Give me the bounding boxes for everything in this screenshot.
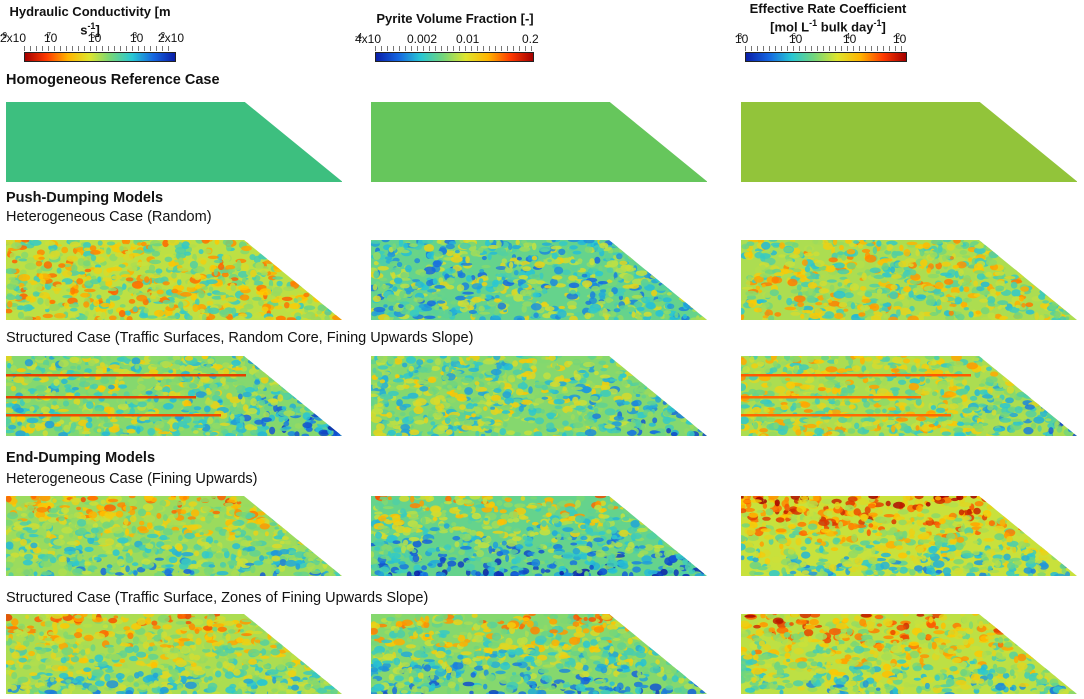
field-surface	[6, 102, 342, 182]
tick-label: 2x10 -9	[0, 31, 27, 45]
section-title-end-dumping: End-Dumping Models	[6, 450, 156, 466]
colorbar-title: Hydraulic Conductivity [m s-1]	[5, 4, 175, 38]
colorbar-title: Pyrite Volume Fraction [-]	[370, 12, 540, 26]
colorbar-gradient	[375, 52, 534, 62]
panel-push-structured-pyrite	[371, 356, 707, 436]
title-text: Hydraulic Conductivity [m s	[9, 4, 171, 38]
colorbar-minor-ticks	[375, 46, 532, 51]
case-title-push-heterogeneous: Heterogeneous Case (Random)	[6, 209, 212, 225]
colorbar-minor-ticks	[24, 46, 174, 51]
title-text: Pyrite Volume Fraction [-]	[376, 11, 534, 26]
tick-label: 10 -6	[789, 32, 803, 46]
tick-label: 10 -7	[44, 31, 58, 45]
colorbar-gradient	[745, 52, 907, 62]
tick-label: 4x10 -4	[355, 32, 382, 46]
colorbar-ticks: 4x10 -4 0.002 0.01 0.2	[355, 32, 539, 46]
panel-homogeneous-conductivity	[6, 102, 342, 182]
field-blobs	[6, 614, 342, 694]
panel-end-heterogeneous-rate	[741, 496, 1077, 576]
traffic-surface-layer	[6, 374, 246, 377]
panel-end-heterogeneous-conductivity	[6, 496, 342, 576]
tick-label: 10 -8	[735, 32, 749, 46]
field-surface	[741, 102, 1077, 182]
colorbar-ticks: 2x10 -9 10 -7 10 -5 10 -3 2x10 -2	[0, 31, 190, 45]
colorbar-gradient	[24, 52, 176, 62]
title-end: ]	[95, 22, 100, 38]
field-blobs	[371, 614, 707, 694]
colorbar-ticks: 10 -8 10 -6 10 -4 10 -2	[735, 32, 925, 46]
title-line-2: [mol L-1 bulk day-1]	[770, 18, 886, 35]
field-blobs	[741, 356, 1077, 436]
traffic-surface-layer	[741, 374, 971, 377]
case-title-end-structured: Structured Case (Traffic Surface, Zones …	[6, 590, 429, 606]
panel-homogeneous-pyrite	[371, 102, 707, 182]
title-line-1: Effective Rate Coefficient	[749, 1, 907, 16]
title-sup: -1	[87, 21, 96, 31]
panel-push-heterogeneous-conductivity	[6, 240, 342, 320]
tick-label: 2x10 -2	[158, 31, 185, 45]
panel-push-structured-rate	[741, 356, 1077, 436]
traffic-surface-layer	[6, 396, 196, 399]
panel-end-structured-conductivity	[6, 614, 342, 694]
field-blobs	[371, 356, 707, 436]
field-blobs	[741, 496, 1077, 576]
panel-homogeneous-rate	[741, 102, 1077, 182]
case-title-push-structured: Structured Case (Traffic Surfaces, Rando…	[6, 330, 474, 346]
field-blobs	[371, 496, 707, 576]
tick-label: 10 -3	[130, 31, 144, 45]
field-blobs	[6, 240, 342, 320]
tick-label: 10 -5	[88, 31, 102, 45]
colorbar-minor-ticks	[745, 46, 905, 51]
field-blobs	[741, 614, 1077, 694]
traffic-surface-layer	[741, 396, 921, 399]
field-blobs	[6, 356, 342, 436]
panel-push-structured-conductivity	[6, 356, 342, 436]
field-surface	[371, 102, 707, 182]
panel-push-heterogeneous-rate	[741, 240, 1077, 320]
section-title-push-dumping: Push-Dumping Models	[6, 190, 164, 206]
traffic-surface-layer	[6, 414, 221, 417]
tick-label: 10 -2	[893, 32, 907, 46]
traffic-surface-layer	[741, 414, 951, 417]
section-title-homogeneous: Homogeneous Reference Case	[6, 72, 220, 88]
panel-end-heterogeneous-pyrite	[371, 496, 707, 576]
tick-label: 10 -4	[843, 32, 857, 46]
colorbar-title: Effective Rate Coefficient [mol L-1 bulk…	[738, 2, 918, 34]
field-blobs	[741, 240, 1077, 320]
case-title-end-heterogeneous: Heterogeneous Case (Fining Upwards)	[6, 471, 258, 487]
panel-end-structured-pyrite	[371, 614, 707, 694]
field-blobs	[6, 496, 342, 576]
panel-end-structured-rate	[741, 614, 1077, 694]
panel-push-heterogeneous-pyrite	[371, 240, 707, 320]
field-blobs	[371, 240, 707, 320]
